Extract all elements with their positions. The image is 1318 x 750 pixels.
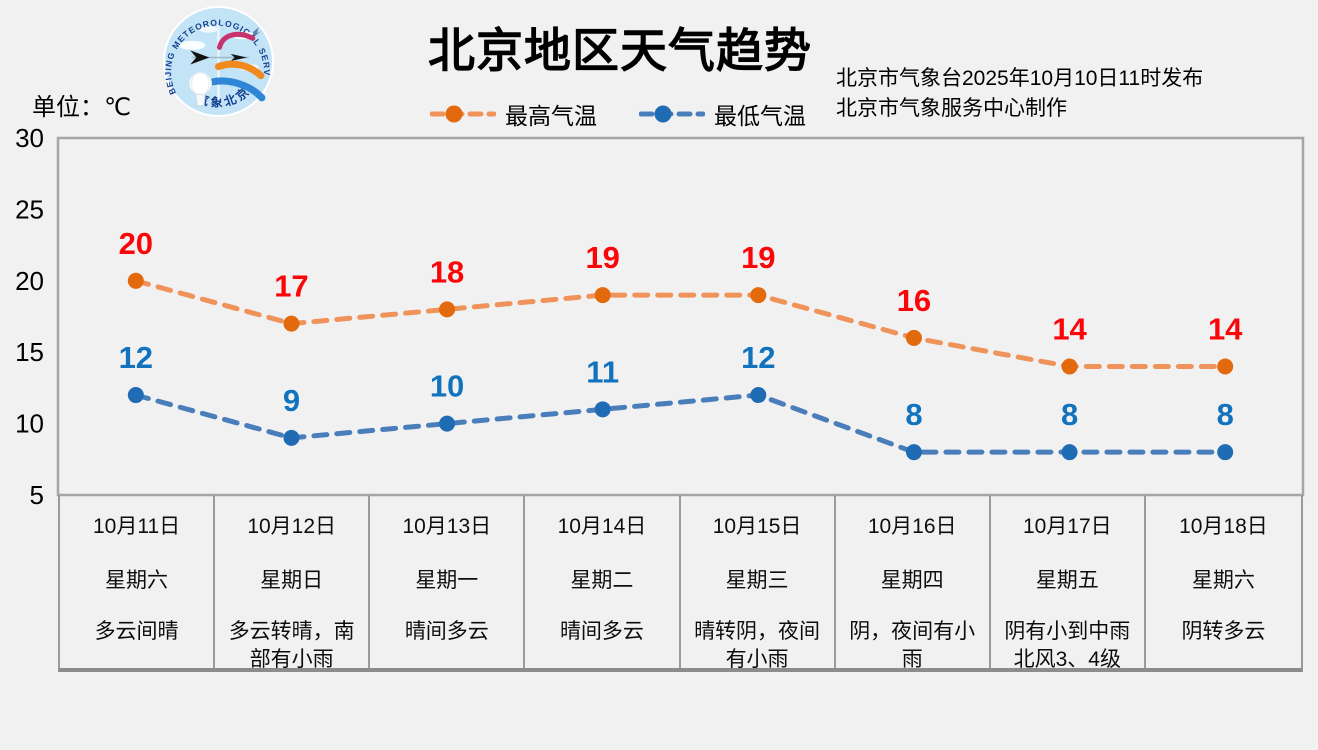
data-point xyxy=(594,401,611,418)
day-weekday: 星期三 xyxy=(725,569,789,592)
day-weather: 晴转阴，夜间有小雨 xyxy=(694,620,821,668)
data-label: 16 xyxy=(897,283,931,318)
day-weekday: 星期六 xyxy=(1191,569,1255,592)
day-weather: 晴间多云 xyxy=(404,620,489,643)
legend-label-high: 最高气温 xyxy=(505,103,597,129)
day-date: 10月14日 xyxy=(557,515,647,538)
data-label: 14 xyxy=(1052,311,1087,346)
series-line-low xyxy=(133,392,1228,455)
data-point xyxy=(1217,358,1234,375)
day-weekday: 星期一 xyxy=(415,569,479,592)
data-label: 12 xyxy=(119,340,153,375)
data-point xyxy=(439,301,456,318)
data-point xyxy=(594,287,611,304)
day-date: 10月18日 xyxy=(1179,515,1268,538)
data-point xyxy=(127,387,144,404)
legend-label-low: 最低气温 xyxy=(714,103,806,129)
orange-ribbon-icon xyxy=(214,60,265,80)
day-weekday: 星期五 xyxy=(1035,569,1099,592)
forecast-table: 10月11日 星期六 多云间晴 10月12日 星期日 多云转晴，南部有小雨 10月13日 星期… xyxy=(58,495,1303,672)
day-date: 10月16日 xyxy=(867,515,957,538)
page-title: 北京地区天气趋势 xyxy=(428,24,812,77)
day-date: 10月12日 xyxy=(247,515,337,538)
day-column-2: 10月12日 星期日多云转晴，南部有小雨 xyxy=(215,495,371,668)
issued-line-2: 北京市气象服务中心制作 xyxy=(836,97,1067,120)
chart-legend: 最高气温 最低气温 xyxy=(430,96,806,132)
day-weather: 多云转晴，南部有小雨 xyxy=(228,620,355,668)
day-weekday: 星期日 xyxy=(260,569,324,592)
beijing-meteorological-service-logo-icon: BEIJING METEOROLOGICAL SERVICE 气象北京 xyxy=(162,5,274,117)
data-label: 17 xyxy=(274,269,308,304)
day-weekday: 星期四 xyxy=(880,569,944,592)
issued-line-1: 北京市气象台2025年10月10日11时发布 xyxy=(836,67,1204,90)
day-column-7: 10月17日 星期五阴有小到中雨 北风3、4级 xyxy=(991,495,1146,668)
day-weather: 阴，夜间有小雨 xyxy=(849,620,976,668)
data-point xyxy=(750,287,767,304)
data-label: 8 xyxy=(905,397,922,432)
day-column-1: 10月11日 星期六多云间晴 xyxy=(60,495,216,668)
data-label: 8 xyxy=(1061,397,1078,432)
high-temp-line-icon xyxy=(430,105,496,123)
y-tick-label: 25 xyxy=(15,194,44,224)
data-label: 19 xyxy=(741,240,775,275)
y-tick-label: 20 xyxy=(15,266,44,296)
legend-item-low-temp: 最低气温 xyxy=(639,97,806,131)
data-point xyxy=(1061,444,1078,461)
day-weekday: 星期六 xyxy=(105,569,169,592)
data-label: 11 xyxy=(586,354,619,389)
data-point xyxy=(127,272,144,289)
day-weather: 多云间晴 xyxy=(94,620,179,643)
data-point xyxy=(905,444,922,461)
y-tick-label: 10 xyxy=(15,409,44,439)
data-label: 20 xyxy=(119,226,153,261)
y-tick-label: 30 xyxy=(15,123,44,153)
data-label: 9 xyxy=(283,383,300,418)
data-point xyxy=(283,429,300,446)
low-temp-line-icon xyxy=(639,105,705,123)
data-label: 8 xyxy=(1217,397,1234,432)
wind-vane-arrow-icon xyxy=(190,50,210,65)
day-date: 10月13日 xyxy=(402,515,492,538)
day-weekday: 星期二 xyxy=(570,569,634,592)
data-label: 12 xyxy=(741,340,775,375)
data-point xyxy=(905,329,922,346)
data-point xyxy=(1061,358,1078,375)
y-tick-label: 5 xyxy=(30,480,44,510)
data-label: 14 xyxy=(1208,311,1243,346)
unit-label: 单位：℃ xyxy=(32,94,131,121)
day-weather: 阴转多云 xyxy=(1181,620,1266,643)
legend-item-high-temp: 最高气温 xyxy=(430,97,597,131)
day-column-3: 10月13日 星期一晴间多云 xyxy=(370,495,526,668)
day-weather: 晴间多云 xyxy=(559,620,644,643)
data-point xyxy=(283,315,300,332)
day-date: 10月15日 xyxy=(712,515,802,538)
day-date: 10月11日 xyxy=(92,515,181,538)
series-line-high xyxy=(133,278,1228,369)
day-weather: 阴有小到中雨 北风3、4级 xyxy=(1004,620,1131,668)
day-date: 10月17日 xyxy=(1022,515,1112,538)
plot-border xyxy=(56,136,1305,497)
data-label: 10 xyxy=(430,369,464,404)
data-point xyxy=(750,387,767,404)
data-point xyxy=(1217,444,1234,461)
data-point xyxy=(439,415,456,432)
day-column-6: 10月16日 星期四阴，夜间有小雨 xyxy=(836,495,991,668)
data-label: 19 xyxy=(585,240,619,275)
aircraft-icon xyxy=(252,27,261,37)
red-ribbon-icon xyxy=(216,31,256,50)
y-tick-label: 15 xyxy=(15,337,44,367)
blue-ribbon-icon xyxy=(209,77,266,102)
data-label: 18 xyxy=(430,254,464,289)
day-column-4: 10月14日 星期二晴间多云 xyxy=(525,495,681,668)
day-column-5: 10月15日 星期三晴转阴，夜间有小雨 xyxy=(681,495,836,668)
issued-info: 北京市气象台2025年10月10日11时发布 北京市气象服务中心制作 xyxy=(836,64,1203,124)
day-column-8: 10月18日 星期六阴转多云 xyxy=(1146,495,1301,668)
